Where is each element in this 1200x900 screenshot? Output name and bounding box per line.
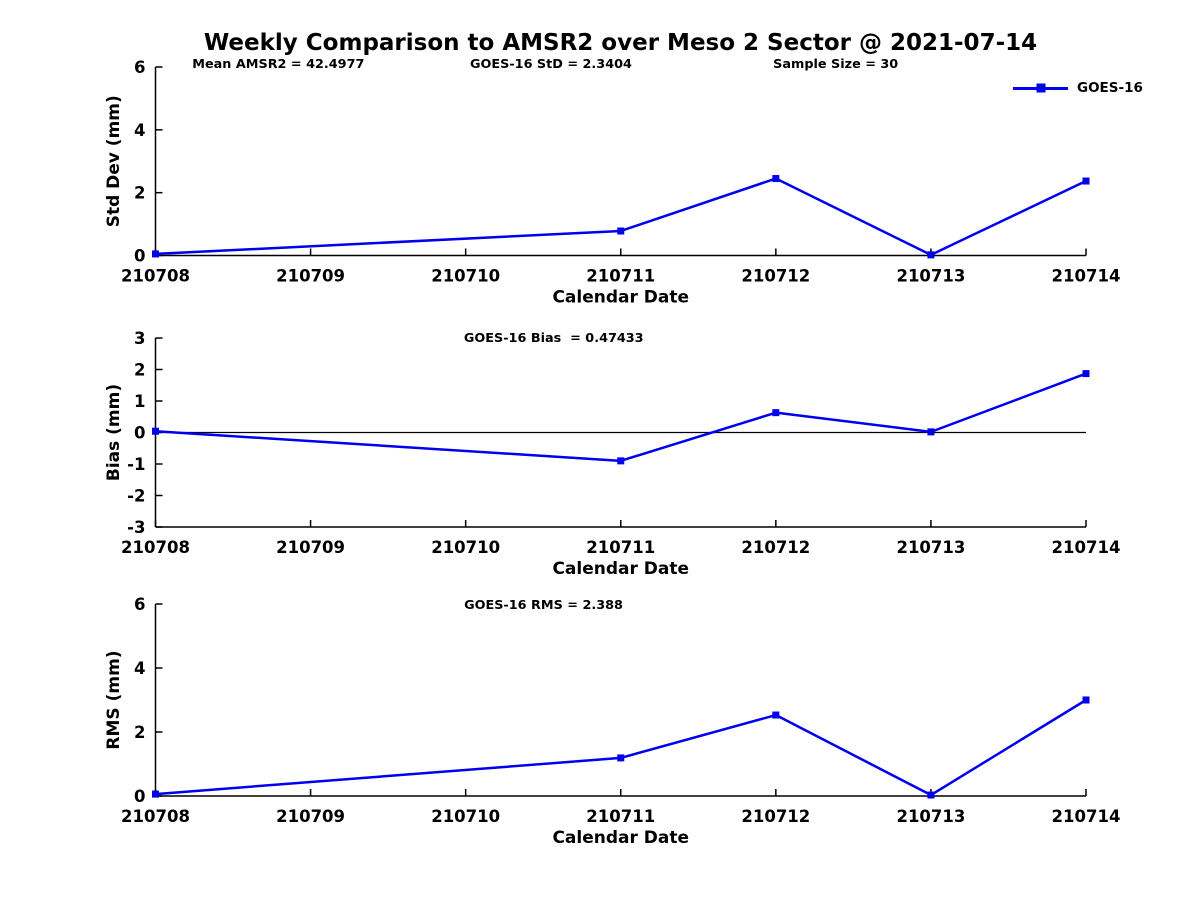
- y-tick-label: -3: [127, 518, 145, 537]
- series-line-goes-16: [155, 177, 1087, 257]
- series-line-goes-16: [155, 698, 1087, 797]
- x-axis-label: Calendar Date: [552, 288, 689, 308]
- data-point-marker: [152, 790, 159, 798]
- chart-annotation: Mean AMSR2 = 42.4977: [192, 57, 364, 72]
- x-tick-label: 210712: [741, 267, 810, 286]
- y-tick-label: 6: [134, 58, 145, 77]
- rms-chart: 0 2 4 6 210708 210709 210710 210711 210712 210713…: [104, 595, 1120, 848]
- y-tick-label: 4: [134, 659, 145, 678]
- x-tick-label: 210710: [431, 538, 500, 557]
- data-point-marker: [1082, 177, 1090, 185]
- y-axis-label: Bias (mm): [104, 384, 124, 481]
- data-point-marker: [617, 227, 625, 235]
- figure-title: Weekly Comparison to AMSR2 over Meso 2 S…: [203, 30, 1038, 56]
- x-tick-label: 210714: [1052, 807, 1121, 826]
- y-tick-label: -2: [127, 487, 145, 506]
- chart-annotation: GOES-16 Bias = 0.47433: [464, 331, 644, 346]
- chart-annotation: GOES-16 RMS = 2.388: [464, 598, 623, 613]
- data-point-marker: [927, 791, 935, 799]
- x-tick-label: 210713: [896, 807, 965, 826]
- chart-annotation: Sample Size = 30: [773, 57, 898, 72]
- x-tick-label: 210712: [741, 807, 810, 826]
- y-tick-label: 2: [134, 723, 145, 742]
- y-tick-label: 2: [134, 361, 145, 380]
- legend-line: [1013, 83, 1068, 93]
- x-tick-label: 210711: [586, 267, 655, 286]
- x-tick-label: 210708: [121, 807, 190, 826]
- x-tick-label: 210712: [741, 538, 810, 557]
- y-tick-label: 0: [134, 787, 145, 806]
- x-axis-label: Calendar Date: [552, 828, 689, 848]
- data-point-marker: [772, 175, 780, 183]
- std-dev-chart: 0 2 4 6 210708 210709 210710 210711 210712 210713…: [104, 57, 1120, 308]
- x-tick-label: 210709: [276, 267, 345, 286]
- x-tick-label: 210714: [1052, 267, 1121, 286]
- legend: GOES-16: [1013, 80, 1143, 96]
- x-tick-label: 210711: [586, 538, 655, 557]
- legend-square-marker-icon: [1036, 83, 1045, 93]
- data-point-marker: [772, 409, 780, 417]
- x-tick-label: 210711: [586, 807, 655, 826]
- x-axis-label: Calendar Date: [552, 559, 689, 579]
- y-axis-label: Std Dev (mm): [104, 95, 124, 227]
- y-tick-label: 6: [134, 595, 145, 614]
- data-point-marker: [617, 754, 625, 762]
- x-tick-label: 210708: [121, 538, 190, 557]
- x-tick-label: 210708: [121, 267, 190, 286]
- data-point-marker: [1082, 696, 1090, 704]
- y-tick-label: 2: [134, 184, 145, 203]
- data-point-marker: [927, 251, 935, 259]
- x-tick-label: 210710: [431, 267, 500, 286]
- data-point-marker: [617, 457, 625, 465]
- x-tick-label: 210713: [896, 538, 965, 557]
- y-tick-label: 3: [134, 329, 145, 348]
- x-tick-label: 210709: [276, 807, 345, 826]
- y-tick-label: 1: [134, 392, 145, 411]
- data-point-marker: [1082, 370, 1090, 378]
- y-tick-label: 0: [134, 247, 145, 266]
- series-line-goes-16: [155, 372, 1087, 463]
- y-tick-label: 0: [134, 424, 145, 443]
- data-point-marker: [152, 250, 159, 258]
- legend-label: GOES-16: [1077, 80, 1143, 96]
- data-point-marker: [927, 428, 935, 436]
- data-point-marker: [772, 711, 780, 719]
- x-tick-label: 210713: [896, 267, 965, 286]
- x-tick-label: 210709: [276, 538, 345, 557]
- bias-chart: -3 -2 -1 0 1 2 3 210708 210709 210710 210711 210712…: [104, 329, 1120, 579]
- y-tick-label: 4: [134, 121, 145, 140]
- x-tick-label: 210710: [431, 807, 500, 826]
- y-axis-label: RMS (mm): [104, 650, 124, 749]
- y-tick-label: -1: [127, 455, 145, 474]
- data-point-marker: [152, 427, 159, 435]
- x-tick-label: 210714: [1052, 538, 1121, 557]
- chart-annotation: GOES-16 StD = 2.3404: [470, 57, 632, 72]
